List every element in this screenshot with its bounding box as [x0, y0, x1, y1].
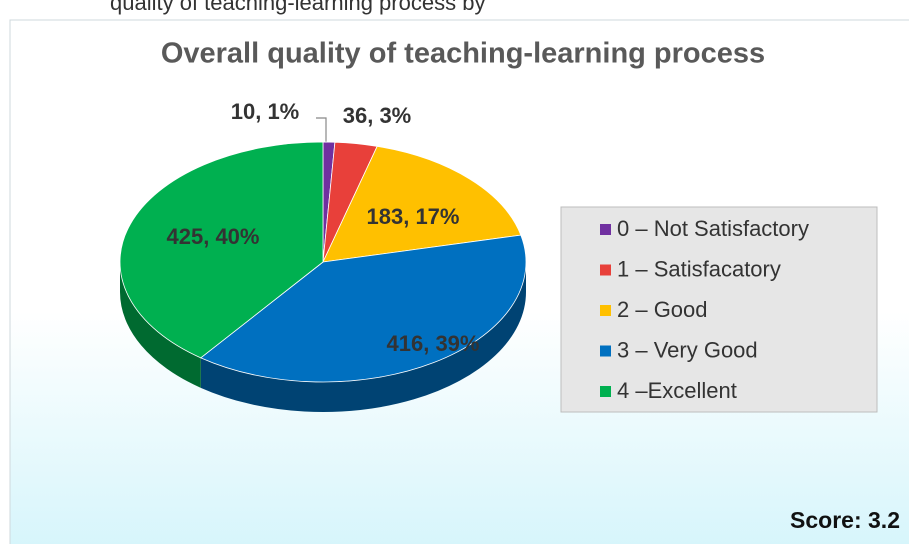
- legend-swatch: [600, 386, 611, 397]
- legend-swatch: [600, 224, 611, 235]
- pie-side: [120, 262, 201, 388]
- data-label: 36, 3%: [343, 103, 412, 128]
- pie-side: [200, 262, 526, 412]
- legend-label: 1 – Satisfacatory: [617, 256, 781, 281]
- legend: [560, 206, 878, 413]
- data-label: 425, 40%: [167, 224, 260, 249]
- chart-title: Overall quality of teaching-learning pro…: [161, 38, 765, 70]
- legend-swatch: [600, 264, 611, 276]
- annotation: Score: 3.2: [790, 507, 900, 533]
- pie-slice: [200, 234, 527, 383]
- data-label: 10, 1%: [231, 99, 300, 124]
- legend-swatch: [600, 345, 611, 357]
- legend-label: 3 – Very Good: [617, 337, 758, 362]
- legend-label: 4 –Excellent: [617, 378, 737, 403]
- legend-label: 2 – Good: [617, 297, 708, 322]
- legend-label: 0 – Not Satisfactory: [617, 216, 809, 241]
- caption: quality of teaching-learning process by: [110, 0, 485, 15]
- legend-swatch: [600, 305, 611, 316]
- leader-line: [316, 117, 327, 142]
- data-label: 416, 39%: [387, 331, 480, 356]
- pie-slice: [119, 141, 324, 359]
- pie-slice: [322, 145, 522, 263]
- data-label: 183, 17%: [367, 204, 460, 229]
